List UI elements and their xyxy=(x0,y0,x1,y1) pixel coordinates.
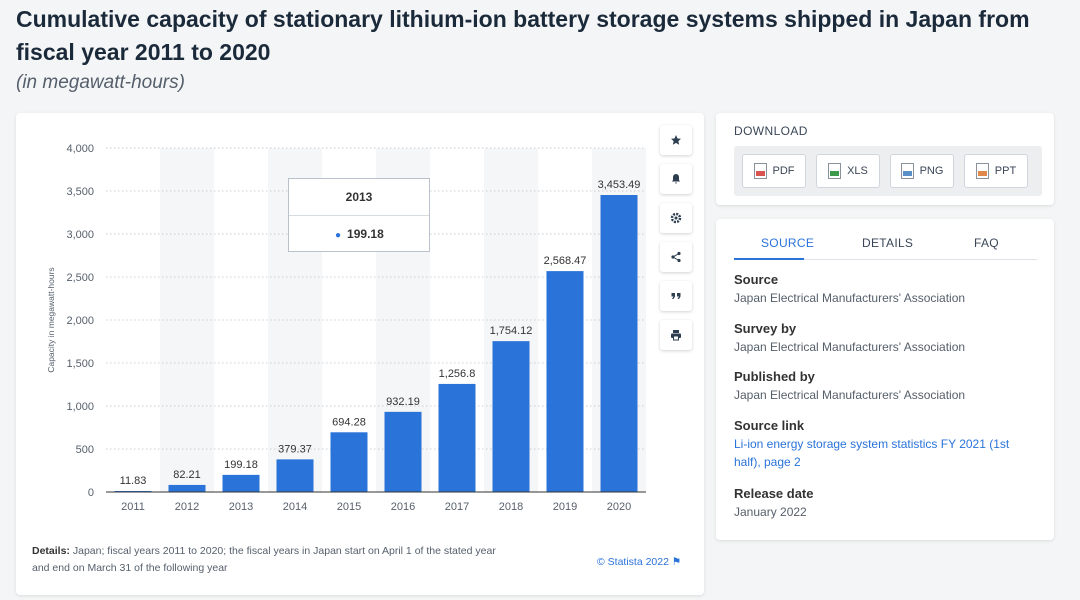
data-label: 199.18 xyxy=(224,459,258,471)
pdf-file-icon xyxy=(753,163,767,179)
data-label: 379.37 xyxy=(278,443,312,455)
bell-icon xyxy=(672,174,680,184)
data-label: 3,453.49 xyxy=(598,179,641,191)
details-text: Japan; fiscal years 2011 to 2020; the fi… xyxy=(32,545,496,574)
download-png-label: PNG xyxy=(919,165,944,177)
cite-button[interactable] xyxy=(660,281,692,311)
download-png-button[interactable]: PNG xyxy=(890,154,954,188)
statista-credit[interactable]: © Statista 2022 ⚑ xyxy=(597,556,681,568)
x-tick-label: 2019 xyxy=(553,501,577,513)
x-tick-label: 2017 xyxy=(445,501,469,513)
y-tick-label: 2,500 xyxy=(66,272,94,284)
page-title: Cumulative capacity of stationary lithiu… xyxy=(16,6,1030,65)
x-tick-label: 2018 xyxy=(499,501,523,513)
quote-icon xyxy=(671,293,681,299)
data-label: 1,256.8 xyxy=(439,368,476,380)
page-subtitle: (in megawatt-hours) xyxy=(16,72,185,93)
release-value: January 2022 xyxy=(734,505,807,519)
data-label: 11.83 xyxy=(120,475,147,487)
x-tick-label: 2016 xyxy=(391,501,415,513)
y-tick-label: 4,000 xyxy=(66,143,94,155)
download-card: DOWNLOAD PDF XLS PNG PPT xyxy=(716,113,1054,205)
share-icon xyxy=(671,251,681,263)
bar xyxy=(114,490,152,492)
download-ppt-button[interactable]: PPT xyxy=(964,154,1028,188)
credit-text: © Statista 2022 xyxy=(597,556,669,568)
data-label: 694.28 xyxy=(332,416,366,428)
x-tick-label: 2014 xyxy=(283,501,307,513)
star-icon xyxy=(671,135,681,145)
info-card: SOURCE DETAILS FAQ Source Japan Electric… xyxy=(716,219,1054,540)
x-tick-label: 2011 xyxy=(121,501,145,513)
release-heading: Release date xyxy=(734,486,814,501)
bar xyxy=(600,194,638,492)
survey-heading: Survey by xyxy=(734,321,797,336)
bar xyxy=(168,484,206,492)
y-tick-label: 3,500 xyxy=(66,186,94,198)
flag-icon: ⚑ xyxy=(671,556,682,568)
bar xyxy=(492,341,530,492)
ppt-file-icon xyxy=(975,163,989,179)
y-tick-label: 1,000 xyxy=(66,401,94,413)
survey-value: Japan Electrical Manufacturers' Associat… xyxy=(734,340,966,354)
data-label: 932.19 xyxy=(386,396,420,408)
tab-details[interactable]: DETAILS xyxy=(862,236,914,250)
y-tick-label: 1,500 xyxy=(66,358,94,370)
data-label: 1,754.12 xyxy=(490,325,533,337)
bar xyxy=(276,459,314,492)
print-button[interactable] xyxy=(660,320,692,350)
x-tick-label: 2015 xyxy=(337,501,361,513)
details-label: Details: xyxy=(32,545,70,557)
print-icon xyxy=(671,330,681,341)
bar xyxy=(384,411,422,492)
source-link-heading: Source link xyxy=(734,418,805,433)
gear-icon xyxy=(670,212,682,224)
tooltip-year: 2013 xyxy=(289,179,429,216)
bar xyxy=(438,383,476,492)
y-tick-label: 3,000 xyxy=(66,229,94,241)
notification-button[interactable] xyxy=(660,164,692,194)
chart-tooltip: 2013 ● 199.18 xyxy=(288,178,430,252)
download-label: DOWNLOAD xyxy=(734,124,808,138)
bar xyxy=(222,474,260,492)
download-pdf-button[interactable]: PDF xyxy=(742,154,806,188)
bar xyxy=(546,271,584,492)
tab-faq[interactable]: FAQ xyxy=(974,236,999,250)
y-axis-title: Capacity in megawatt-hours xyxy=(46,267,56,372)
source-link[interactable]: Li-ion energy storage system statistics … xyxy=(734,437,1010,469)
active-tab-indicator xyxy=(734,258,804,260)
data-label: 82.21 xyxy=(173,469,201,481)
tooltip-value: 199.18 xyxy=(347,227,384,241)
info-tabs: SOURCE DETAILS FAQ xyxy=(734,236,1037,260)
y-tick-label: 0 xyxy=(88,487,94,499)
tooltip-value-row: ● 199.18 xyxy=(289,216,429,252)
settings-button[interactable] xyxy=(660,203,692,233)
download-xls-label: XLS xyxy=(847,165,868,177)
bar xyxy=(330,432,368,492)
x-tick-label: 2020 xyxy=(607,501,631,513)
chart-details: Details: Japan; fiscal years 2011 to 202… xyxy=(32,543,502,577)
favorite-button[interactable] xyxy=(660,125,692,155)
x-tick-label: 2013 xyxy=(229,501,253,513)
download-xls-button[interactable]: XLS xyxy=(816,154,880,188)
download-ppt-label: PPT xyxy=(994,165,1017,177)
png-file-icon xyxy=(900,163,914,179)
source-heading: Source xyxy=(734,272,779,287)
published-value: Japan Electrical Manufacturers' Associat… xyxy=(734,388,966,402)
published-heading: Published by xyxy=(734,369,815,384)
download-buttons: PDF XLS PNG PPT xyxy=(734,146,1042,196)
y-tick-label: 2,000 xyxy=(66,315,94,327)
data-label: 2,568.47 xyxy=(544,255,587,267)
y-tick-label: 500 xyxy=(76,444,94,456)
download-pdf-label: PDF xyxy=(772,165,795,177)
xls-file-icon xyxy=(828,163,842,179)
tooltip-series-dot: ● xyxy=(335,230,342,241)
source-value: Japan Electrical Manufacturers' Associat… xyxy=(734,291,966,305)
share-button[interactable] xyxy=(660,242,692,272)
chart-card: 0 500 1,000 1,500 2,000 2,500 3,000 3,500 4,000 C… xyxy=(16,113,704,595)
tab-source[interactable]: SOURCE xyxy=(761,236,815,250)
x-tick-label: 2012 xyxy=(175,501,199,513)
